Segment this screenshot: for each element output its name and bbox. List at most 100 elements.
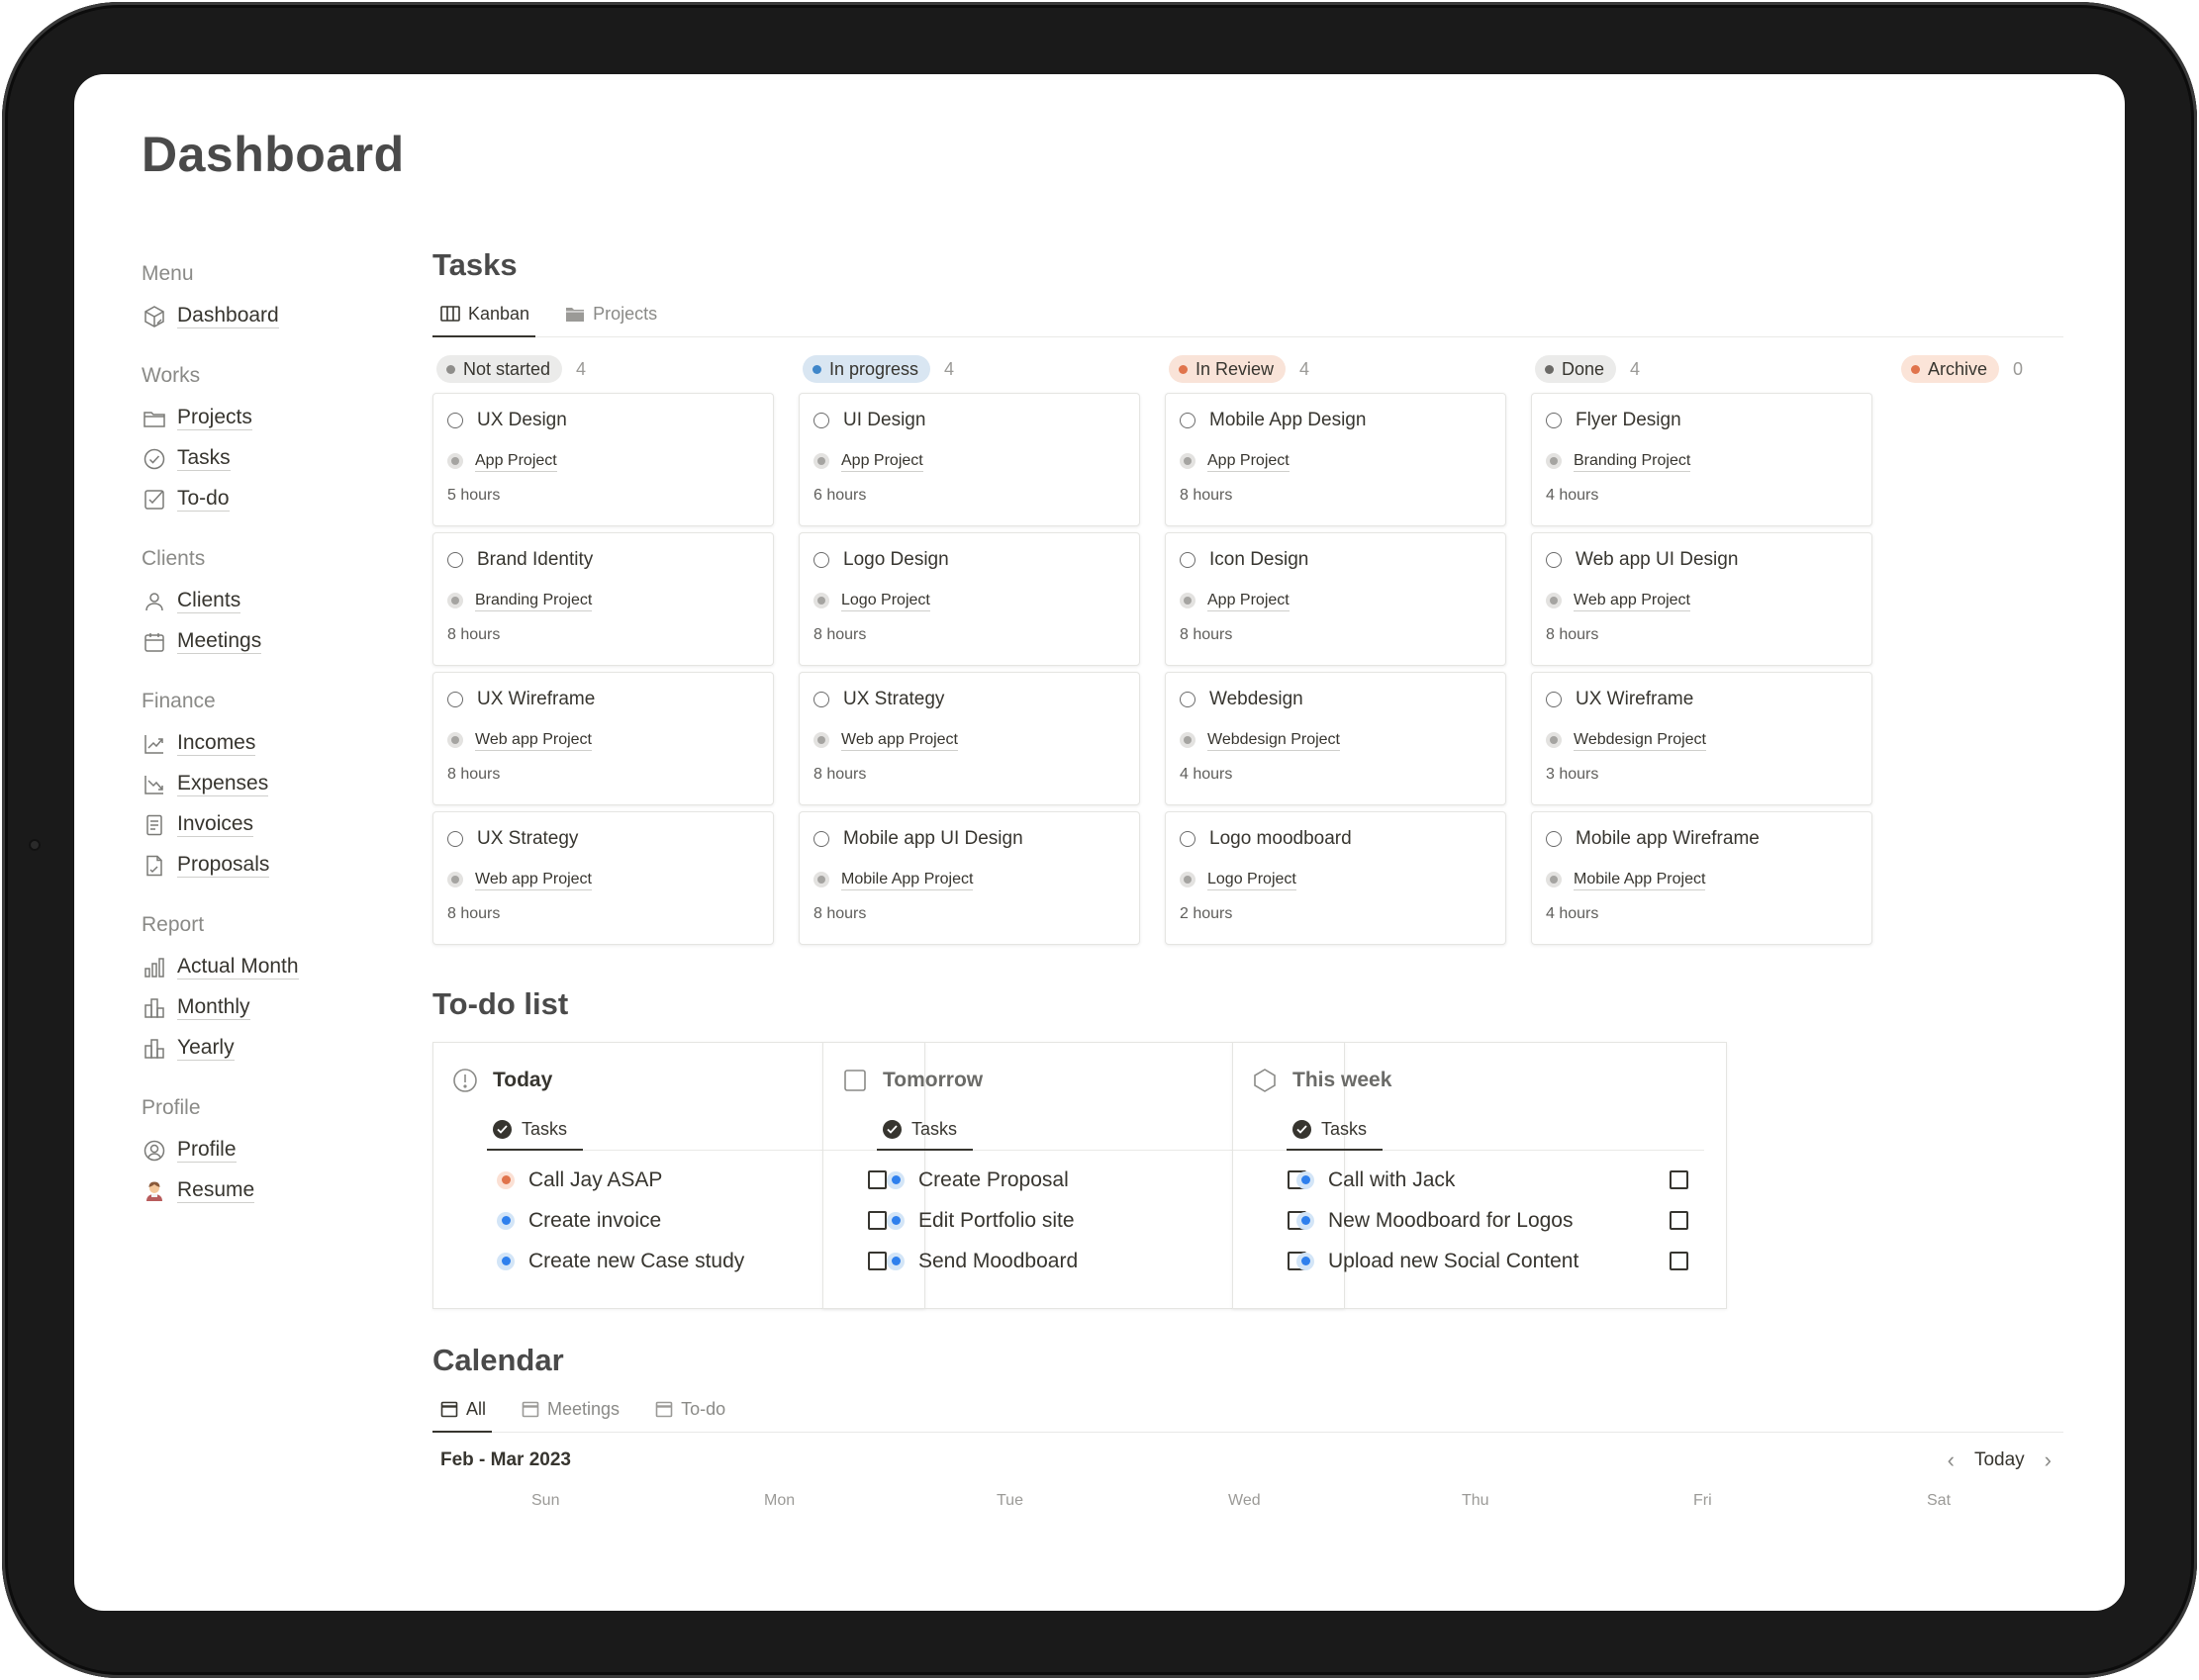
- tab-projects[interactable]: Projects: [557, 291, 663, 336]
- sidebar-item-tasks[interactable]: Tasks: [142, 438, 379, 479]
- task-card[interactable]: Mobile app Wireframe Mobile App Project 4 …: [1531, 811, 1872, 945]
- project-link[interactable]: Logo Project: [1207, 870, 1296, 890]
- project-link[interactable]: App Project: [1207, 591, 1290, 611]
- circle-icon[interactable]: [447, 552, 463, 568]
- circle-icon[interactable]: [447, 413, 463, 428]
- task-card[interactable]: Web app UI Design Web app Project 8 hours: [1531, 532, 1872, 666]
- todo-checkbox[interactable]: [1670, 1252, 1688, 1270]
- todo-item-label[interactable]: Upload new Social Content: [1328, 1249, 1579, 1272]
- task-card[interactable]: Logo Design Logo Project 8 hours: [799, 532, 1140, 666]
- todo-item-label[interactable]: Edit Portfolio site: [918, 1208, 1075, 1232]
- chevron-right-icon[interactable]: ›: [2044, 1447, 2052, 1472]
- todo-item-label[interactable]: Create invoice: [528, 1208, 662, 1232]
- circle-icon[interactable]: [1180, 831, 1195, 847]
- circle-icon[interactable]: [1546, 413, 1562, 428]
- tab-all[interactable]: All: [432, 1386, 493, 1433]
- today-button[interactable]: Today: [1973, 1449, 2025, 1470]
- circle-icon[interactable]: [1180, 552, 1195, 568]
- circle-icon[interactable]: [813, 413, 829, 428]
- project-link[interactable]: App Project: [1207, 451, 1290, 472]
- tab-todo[interactable]: To-do: [647, 1386, 731, 1432]
- task-card[interactable]: UX Design App Project 5 hours: [432, 393, 774, 526]
- sidebar-item-dashboard[interactable]: Dashboard: [142, 296, 379, 336]
- todo-checkbox[interactable]: [1670, 1170, 1688, 1189]
- status-badge[interactable]: Not started: [436, 355, 563, 383]
- task-card[interactable]: UX Strategy Web app Project 8 hours: [799, 672, 1140, 805]
- sidebar-item-resume[interactable]: Resume: [142, 1170, 379, 1211]
- todo-checkbox[interactable]: [868, 1170, 887, 1189]
- project-link[interactable]: Web app Project: [841, 730, 958, 751]
- task-card[interactable]: UX Wireframe Webdesign Project 3 hours: [1531, 672, 1872, 805]
- project-link[interactable]: Mobile App Project: [1574, 870, 1706, 890]
- todo-heading: To-do list: [432, 986, 569, 1021]
- status-dot-icon: [497, 1170, 515, 1189]
- todo-checkbox[interactable]: [868, 1252, 887, 1270]
- sidebar-item-incomes[interactable]: Incomes: [142, 723, 379, 764]
- sidebar-item-yearly[interactable]: Yearly: [142, 1028, 379, 1069]
- todo-item-label[interactable]: Send Moodboard: [918, 1249, 1079, 1272]
- sidebar-item-meetings[interactable]: Meetings: [142, 621, 379, 662]
- task-card[interactable]: Brand Identity Branding Project 8 hours: [432, 532, 774, 666]
- card-title: UX Wireframe: [1546, 687, 1858, 712]
- task-card[interactable]: UX Wireframe Web app Project 8 hours: [432, 672, 774, 805]
- circle-icon[interactable]: [813, 552, 829, 568]
- sidebar-item-projects[interactable]: Projects: [142, 398, 379, 438]
- project-link[interactable]: Branding Project: [1574, 451, 1691, 472]
- circle-icon[interactable]: [813, 692, 829, 707]
- todo-item-label[interactable]: Call with Jack: [1328, 1167, 1456, 1191]
- circle-icon[interactable]: [1546, 552, 1562, 568]
- task-card[interactable]: Logo moodboard Logo Project 2 hours: [1165, 811, 1506, 945]
- tab-tasks[interactable]: Tasks: [876, 1108, 974, 1151]
- circle-icon[interactable]: [1180, 413, 1195, 428]
- sidebar-item-invoices[interactable]: Invoices: [142, 804, 379, 845]
- task-card[interactable]: UX Strategy Web app Project 8 hours: [432, 811, 774, 945]
- project-link[interactable]: Branding Project: [475, 591, 593, 611]
- tab-meetings[interactable]: Meetings: [514, 1386, 625, 1432]
- chevron-left-icon[interactable]: ‹: [1947, 1447, 1955, 1472]
- project-link[interactable]: App Project: [475, 451, 557, 472]
- todo-item-label[interactable]: Call Jay ASAP: [528, 1167, 663, 1191]
- status-badge[interactable]: In Review: [1169, 355, 1287, 383]
- status-badge[interactable]: Archive: [1901, 355, 2000, 383]
- task-card[interactable]: Icon Design App Project 8 hours: [1165, 532, 1506, 666]
- column-header: Archive 0: [1901, 353, 2125, 385]
- status-badge[interactable]: Done: [1535, 355, 1617, 383]
- project-link[interactable]: Logo Project: [841, 591, 930, 611]
- sidebar-item-clients[interactable]: Clients: [142, 581, 379, 621]
- circle-icon[interactable]: [813, 831, 829, 847]
- todo-checkbox[interactable]: [868, 1211, 887, 1230]
- circle-icon[interactable]: [447, 692, 463, 707]
- todo-item-label[interactable]: New Moodboard for Logos: [1328, 1208, 1574, 1232]
- todo-item-label[interactable]: Create Proposal: [918, 1167, 1069, 1191]
- task-card[interactable]: Flyer Design Branding Project 4 hours: [1531, 393, 1872, 526]
- tab-tasks[interactable]: Tasks: [1286, 1108, 1384, 1151]
- tab-tasks[interactable]: Tasks: [486, 1108, 584, 1151]
- project-link[interactable]: Webdesign Project: [1207, 730, 1340, 751]
- tab-kanban[interactable]: Kanban: [432, 291, 536, 337]
- project-link[interactable]: Webdesign Project: [1574, 730, 1706, 751]
- task-card[interactable]: Mobile App Design App Project 8 hours: [1165, 393, 1506, 526]
- sidebar-item-actual-month[interactable]: Actual Month: [142, 947, 379, 987]
- circle-icon[interactable]: [1180, 692, 1195, 707]
- task-card[interactable]: Mobile app UI Design Mobile App Project 8 …: [799, 811, 1140, 945]
- project-link[interactable]: App Project: [841, 451, 923, 472]
- task-card[interactable]: UI Design App Project 6 hours: [799, 393, 1140, 526]
- todo-item-label[interactable]: Create new Case study: [528, 1249, 745, 1272]
- circle-icon[interactable]: [1546, 692, 1562, 707]
- todo-items: Call with Jack New Moodboard for Logos Upl…: [1296, 1160, 1688, 1281]
- task-card[interactable]: Webdesign Webdesign Project 4 hours: [1165, 672, 1506, 805]
- project-link[interactable]: Web app Project: [475, 730, 592, 751]
- task-title: UX Wireframe: [1576, 689, 1694, 709]
- sidebar-item-expenses[interactable]: Expenses: [142, 764, 379, 804]
- circle-icon[interactable]: [1546, 831, 1562, 847]
- sidebar-item-profile[interactable]: Profile: [142, 1130, 379, 1170]
- circle-icon[interactable]: [447, 831, 463, 847]
- project-link[interactable]: Mobile App Project: [841, 870, 974, 890]
- todo-checkbox[interactable]: [1670, 1211, 1688, 1230]
- status-badge[interactable]: In progress: [803, 355, 931, 383]
- sidebar-item-todo[interactable]: To-do: [142, 479, 379, 519]
- project-link[interactable]: Web app Project: [1574, 591, 1690, 611]
- sidebar-item-monthly[interactable]: Monthly: [142, 987, 379, 1028]
- sidebar-item-proposals[interactable]: Proposals: [142, 845, 379, 886]
- project-link[interactable]: Web app Project: [475, 870, 592, 890]
